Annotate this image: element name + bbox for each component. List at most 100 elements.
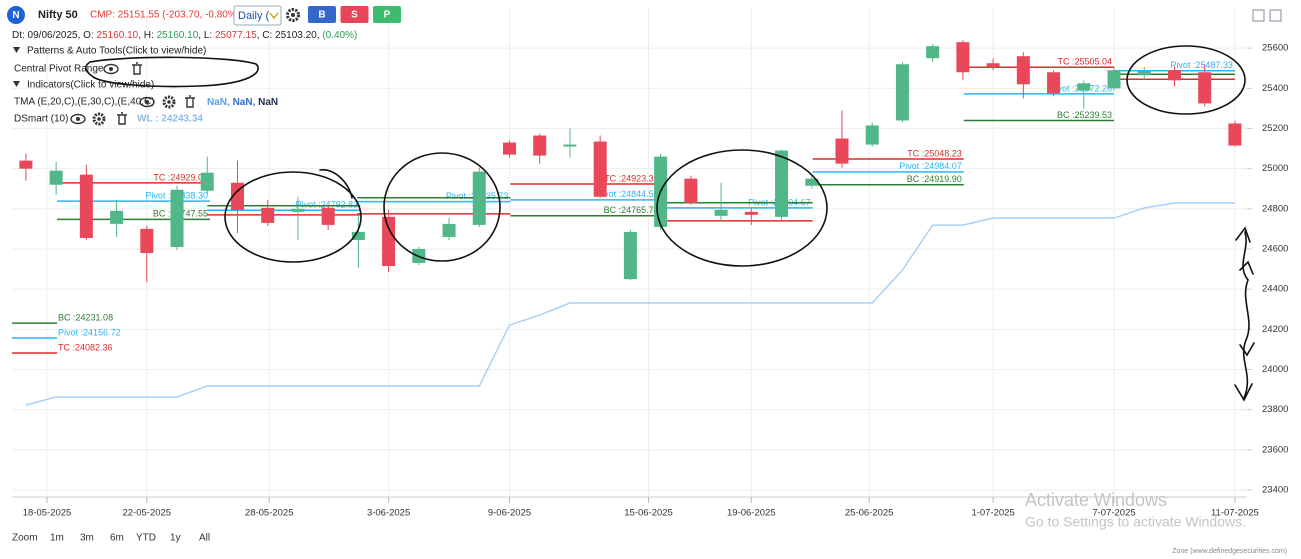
x-tick-label: 15-06-2025 — [624, 508, 673, 519]
watermark: Go to Settings to activate Windows. — [1025, 514, 1246, 530]
annotations — [84, 45, 1255, 402]
dropdown-arrow — [269, 12, 279, 20]
ohlc-part: , C: — [257, 30, 275, 41]
patterns-toggle[interactable]: Patterns & Auto Tools(Click to view/hide… — [27, 46, 206, 57]
ohlc-part: 25077.15 — [215, 30, 257, 41]
candle-body — [623, 231, 637, 280]
ohlc-part: , L: — [198, 30, 215, 41]
cmp: CMP: 25151.55 (-203.70, -0.80%) — [90, 10, 240, 21]
ohlc-part: Dt: 09/06/2025, O: — [12, 30, 97, 41]
candle-body — [895, 64, 909, 121]
y-tick-label: 25200 — [1262, 123, 1288, 134]
eye-icon[interactable] — [103, 63, 119, 75]
x-tick-label: 9-06-2025 — [488, 508, 531, 519]
ink-ellipse — [383, 152, 501, 262]
settings-icon[interactable] — [286, 8, 300, 22]
zoom-ranges: 1m 3m 6m YTD 1y All — [50, 533, 210, 544]
settings-icon[interactable] — [162, 95, 176, 109]
x-tick-label: 25-06-2025 — [845, 508, 894, 519]
candle-body — [714, 209, 728, 216]
y-tick-label: 25400 — [1262, 83, 1288, 94]
tma-value: NaN, — [233, 97, 259, 108]
zoom-range[interactable]: 1y — [170, 533, 181, 544]
cpr-label: BC :24765.78 — [604, 205, 659, 215]
trade-button-label: P — [384, 10, 391, 21]
ohlc-part: 25103.20 — [275, 30, 317, 41]
cpr-label: Pivot :24984.07 — [899, 161, 962, 171]
ohlc-part: (0.40%) — [322, 30, 357, 41]
collapse-arrow[interactable] — [13, 81, 20, 87]
cpr-tool: Central Pivot Range — [14, 64, 104, 75]
tma-value: NaN, — [207, 97, 233, 108]
tma-indicator: TMA (E,20,C),(E,30,C),(E,40,C) — [14, 97, 155, 108]
ink-ellipse — [84, 56, 259, 88]
watermark: Activate Windows — [1025, 490, 1167, 510]
candle-body — [200, 172, 214, 191]
logo — [7, 6, 25, 24]
eye-icon[interactable] — [139, 96, 155, 108]
credit: Zone (www.definedgesecurities.com) — [1172, 548, 1287, 555]
candle-body — [442, 223, 456, 237]
zoom-label: Zoom — [12, 533, 38, 544]
candle-body — [1167, 70, 1181, 81]
y-tick-label: 24200 — [1262, 324, 1288, 335]
candle-body — [593, 141, 607, 197]
delete-icon[interactable] — [117, 112, 127, 125]
candle-body — [1047, 72, 1061, 94]
y-tick-label: 23800 — [1262, 404, 1288, 415]
tma-value: NaN — [258, 97, 278, 108]
cpr-label: Pivot :24844.55 — [596, 189, 659, 199]
x-tick-label: 19-06-2025 — [727, 508, 776, 519]
candle-body — [351, 231, 365, 240]
ink-stroke — [319, 169, 353, 199]
wl-value: WL : 24243.34 — [137, 114, 203, 125]
candle-body — [321, 207, 335, 225]
delete-icon[interactable] — [185, 95, 195, 108]
trade-button[interactable] — [373, 6, 401, 23]
dsmart-indicator: DSmart (10) — [14, 114, 68, 125]
x-tick-label: 1-07-2025 — [971, 508, 1014, 519]
window-icon[interactable] — [1252, 9, 1265, 22]
ohlc-part: , H: — [138, 30, 156, 41]
y-tick-label: 23600 — [1262, 444, 1288, 455]
x-tick-label: 22-05-2025 — [122, 508, 171, 519]
ohlc-line: Dt: 09/06/2025, O: 25160.10, H: 25160.10… — [12, 30, 357, 41]
collapse-arrow[interactable] — [13, 47, 20, 53]
candle-body — [291, 208, 305, 212]
candle-body — [926, 46, 940, 59]
window-icon[interactable] — [1269, 9, 1282, 22]
candle-body — [230, 182, 244, 210]
trade-button-label: S — [351, 10, 358, 21]
candle-body — [170, 189, 184, 247]
zoom-range[interactable]: 3m — [80, 533, 94, 544]
trade-button[interactable] — [340, 6, 369, 23]
candle-body — [1107, 70, 1121, 89]
candle-body — [684, 178, 698, 203]
candle-body — [110, 210, 124, 224]
candle-body — [261, 207, 275, 223]
candle-body — [835, 138, 849, 164]
trade-button[interactable] — [308, 6, 336, 23]
candle-body — [563, 144, 577, 147]
y-tick-label: 25600 — [1262, 43, 1288, 54]
delete-icon[interactable] — [132, 62, 142, 75]
x-tick-label: 28-05-2025 — [245, 508, 294, 519]
x-tick-label: 3-06-2025 — [367, 508, 410, 519]
candle-body — [382, 216, 396, 267]
zoom-range[interactable]: YTD — [136, 533, 156, 544]
zoom-range[interactable]: All — [199, 533, 210, 544]
zoom-range[interactable]: 1m — [50, 533, 64, 544]
candle-body — [1137, 71, 1151, 76]
candle-body — [986, 63, 1000, 68]
eye-icon[interactable] — [70, 113, 86, 125]
y-tick-label: 24000 — [1262, 364, 1288, 375]
candle-body — [1198, 72, 1212, 104]
cpr-label: Pivot :24792.83 — [296, 200, 359, 210]
indicators-toggle[interactable]: Indicators(Click to view/hide) — [27, 80, 154, 91]
tma-values: NaN, NaN, NaN — [207, 97, 278, 108]
interval-select[interactable] — [233, 5, 282, 26]
settings-icon[interactable] — [92, 112, 106, 126]
zoom-range[interactable]: 6m — [110, 533, 124, 544]
y-tick-label: 25000 — [1262, 163, 1288, 174]
symbol: Nifty 50 — [38, 9, 78, 21]
